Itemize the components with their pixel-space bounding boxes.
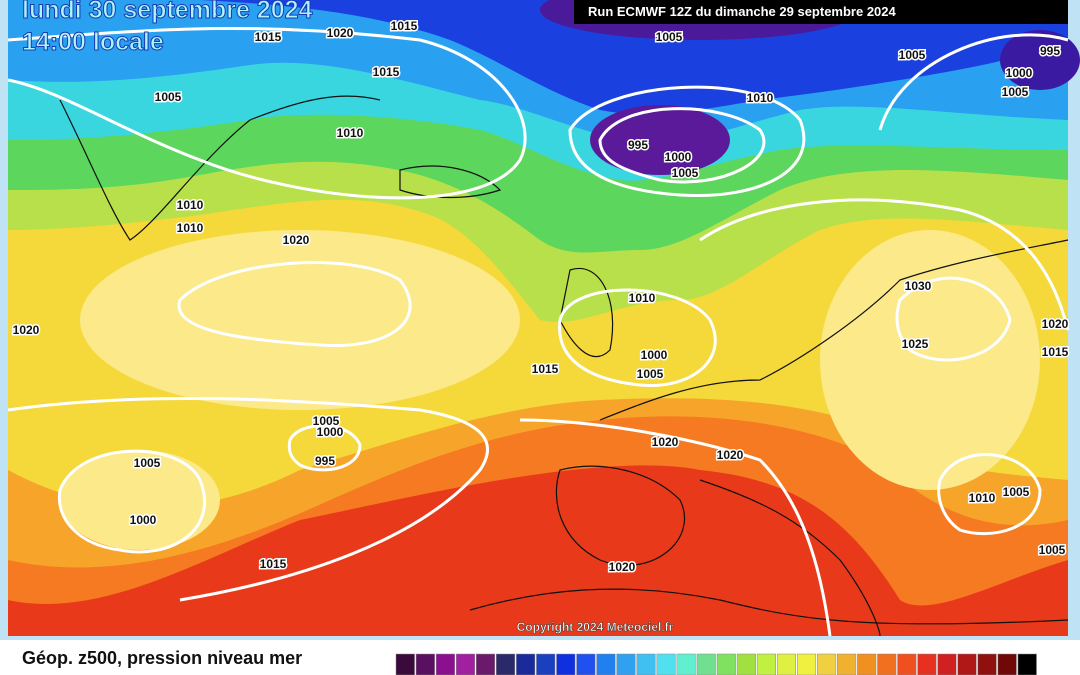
isobar-label: 1015 (532, 362, 559, 376)
isobar-label: 995 (315, 454, 335, 468)
isobar-label: 1005 (899, 48, 926, 62)
isobar-label: 1005 (637, 367, 664, 381)
isobar-label: 1005 (672, 166, 699, 180)
color-swatch (455, 653, 475, 675)
isobar-label: 1010 (337, 126, 364, 140)
band (200, 0, 1068, 115)
map-time: 14:00 locale (22, 28, 164, 56)
isobar-label: 1000 (665, 150, 692, 164)
isobar-label: 1030 (905, 279, 932, 293)
isobar-label: 1015 (1042, 345, 1069, 359)
isobar-label: 1010 (969, 491, 996, 505)
color-swatch (415, 653, 435, 675)
isobar-label: 1015 (255, 30, 282, 44)
color-swatch (576, 653, 596, 675)
isobar-label: 1000 (317, 425, 344, 439)
color-swatch (536, 653, 556, 675)
color-swatch (636, 653, 656, 675)
isobar-label: 1005 (155, 90, 182, 104)
band (820, 230, 1040, 490)
color-swatch (997, 653, 1017, 675)
copyright: Copyright 2024 Meteociel.fr (517, 620, 674, 634)
isobar-label: 1020 (13, 323, 40, 337)
band (60, 450, 220, 550)
isobar-label: 1015 (260, 557, 287, 571)
isobar-label: 1020 (609, 560, 636, 574)
isobar-label: 1010 (629, 291, 656, 305)
isobar-label: 1000 (641, 348, 668, 362)
isobar-label: 1010 (747, 91, 774, 105)
isobars (7, 26, 1070, 637)
isobar-label: 1015 (391, 19, 418, 33)
color-swatch (897, 653, 917, 675)
color-swatch (917, 653, 937, 675)
run-info: Run ECMWF 12Z du dimanche 29 septembre 2… (588, 4, 897, 19)
color-swatch (596, 653, 616, 675)
isobar-label: 1020 (652, 435, 679, 449)
color-scale (395, 653, 1037, 675)
color-swatch (837, 653, 857, 675)
run-box (574, 0, 1068, 24)
color-swatch (395, 653, 415, 675)
color-swatch (476, 653, 496, 675)
color-swatch (696, 653, 716, 675)
isobar-label: 995 (1040, 44, 1060, 58)
isobar-label: 1015 (373, 65, 400, 79)
color-swatch (516, 653, 536, 675)
isobar-label: 1000 (1006, 66, 1033, 80)
color-swatch (435, 653, 455, 675)
color-swatch (977, 653, 997, 675)
isobar-label: 1005 (1003, 485, 1030, 499)
band (590, 105, 730, 175)
map-date: lundi 30 septembre 2024 (22, 0, 313, 24)
isobar-label: 1020 (327, 26, 354, 40)
color-swatch (616, 653, 636, 675)
isobar-label: 1005 (1002, 85, 1029, 99)
color-swatch (716, 653, 736, 675)
band (1000, 30, 1080, 90)
color-swatch (877, 653, 897, 675)
color-swatch (776, 653, 796, 675)
color-swatch (817, 653, 837, 675)
color-swatch (656, 653, 676, 675)
color-swatch (496, 653, 516, 675)
isobar-label: 1010 (177, 221, 204, 235)
color-swatch (756, 653, 776, 675)
isobar-label: 1010 (177, 198, 204, 212)
color-swatch (937, 653, 957, 675)
isobar-label: 1005 (1039, 543, 1066, 557)
color-swatch (736, 653, 756, 675)
isobar-label: 1025 (902, 337, 929, 351)
color-swatch (1017, 653, 1037, 675)
isobar-label: 1020 (717, 448, 744, 462)
color-swatch (797, 653, 817, 675)
legend-title: Géop. z500, pression niveau mer (22, 648, 302, 668)
color-swatch (957, 653, 977, 675)
color-swatch (556, 653, 576, 675)
isobar-label: 1005 (313, 414, 340, 428)
isobar-label: 1000 (130, 513, 157, 527)
isobar-label: 1005 (656, 30, 683, 44)
isobar-label: 1020 (283, 233, 310, 247)
band (80, 230, 520, 410)
color-swatch (676, 653, 696, 675)
coastlines (59, 95, 1069, 637)
color-swatch (857, 653, 877, 675)
isobar-label: 1005 (134, 456, 161, 470)
isobar-label: 995 (628, 138, 648, 152)
isobar-label: 1020 (1042, 317, 1069, 331)
